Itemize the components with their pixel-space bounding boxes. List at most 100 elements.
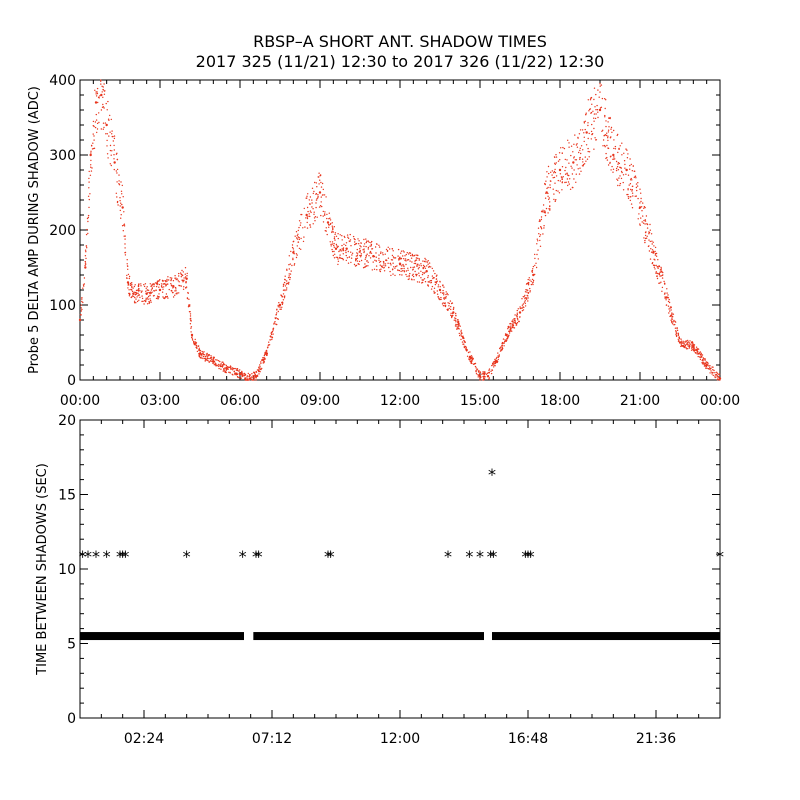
data-point [644,234,647,237]
data-point [83,285,85,287]
data-point [141,295,143,297]
data-point [401,265,403,267]
data-point [315,206,317,209]
data-point [691,341,693,343]
data-point [347,236,349,238]
data-point [174,290,176,292]
data-point [595,109,597,111]
data-point [86,228,88,231]
data-point [511,320,513,322]
data-point [530,283,533,286]
data-point [383,270,386,272]
data-point: * [255,547,263,566]
data-point [659,275,661,277]
data-point [423,278,426,280]
y-tick-label: 20 [58,413,76,429]
data-point [271,338,273,341]
data-point [364,266,367,268]
data-point [644,241,646,244]
data-point [476,368,479,370]
data-point [460,331,462,333]
data-point [106,139,108,142]
data-point [612,153,615,157]
data-point [270,333,273,336]
data-point [356,248,358,251]
data-point [447,309,449,311]
data-point [291,246,294,249]
data-point [116,196,118,198]
data-point [237,369,239,372]
data-point [259,365,261,368]
data-point [614,145,617,148]
data-point [222,364,225,366]
data-point [564,181,566,184]
data-point [161,279,164,282]
data-point [221,361,223,363]
data-point [424,281,427,283]
data-point [484,376,486,378]
data-point [174,286,177,289]
data-point [601,130,603,132]
data-point [124,238,126,240]
data-point [639,188,641,190]
data-point [135,302,137,304]
data-point [409,260,411,262]
data-point [427,281,430,283]
data-point [554,171,557,174]
data-point [409,252,412,254]
data-point [284,295,286,297]
data-point [371,269,373,271]
data-point [618,147,620,150]
data-point [309,226,312,228]
data-point [627,174,630,176]
data-point [333,244,335,247]
data-point [357,238,359,240]
data-point [425,259,427,261]
data-point [186,275,188,277]
data-point [397,269,399,271]
data-point [507,336,509,338]
data-point [532,268,534,270]
data-point [474,362,477,365]
data-point [700,355,702,357]
data-point [116,181,118,183]
data-point [131,285,133,287]
data-point [153,284,155,286]
data-point [355,260,357,262]
data-point [331,241,334,243]
data-point [457,319,459,321]
data-point [342,259,344,261]
data-point [415,275,418,277]
data-point [255,379,257,381]
data-point [661,277,664,279]
data-point [384,265,387,267]
data-point [571,173,574,175]
data-point [398,259,400,261]
data-point [501,349,503,351]
data-point [438,297,440,299]
data-point [649,223,651,226]
data-point [407,269,409,271]
data-point [349,239,352,241]
data-point [292,248,295,250]
data-point [503,342,505,344]
data-point [384,263,387,265]
data-point [402,250,404,252]
data-point [696,348,699,350]
y-tick-label: 100 [49,298,76,314]
data-point [440,291,442,294]
data-point [312,208,314,210]
data-point [342,248,344,250]
data-point [191,339,194,341]
data-point [647,245,650,248]
data-point [277,304,279,307]
data-point [618,162,621,165]
data-point [199,350,202,352]
data-point [520,307,522,309]
data-point [526,291,528,293]
data-point [445,293,447,296]
data-point [210,355,212,357]
data-point [629,168,631,170]
data-point [627,189,629,191]
data-point [155,289,157,291]
